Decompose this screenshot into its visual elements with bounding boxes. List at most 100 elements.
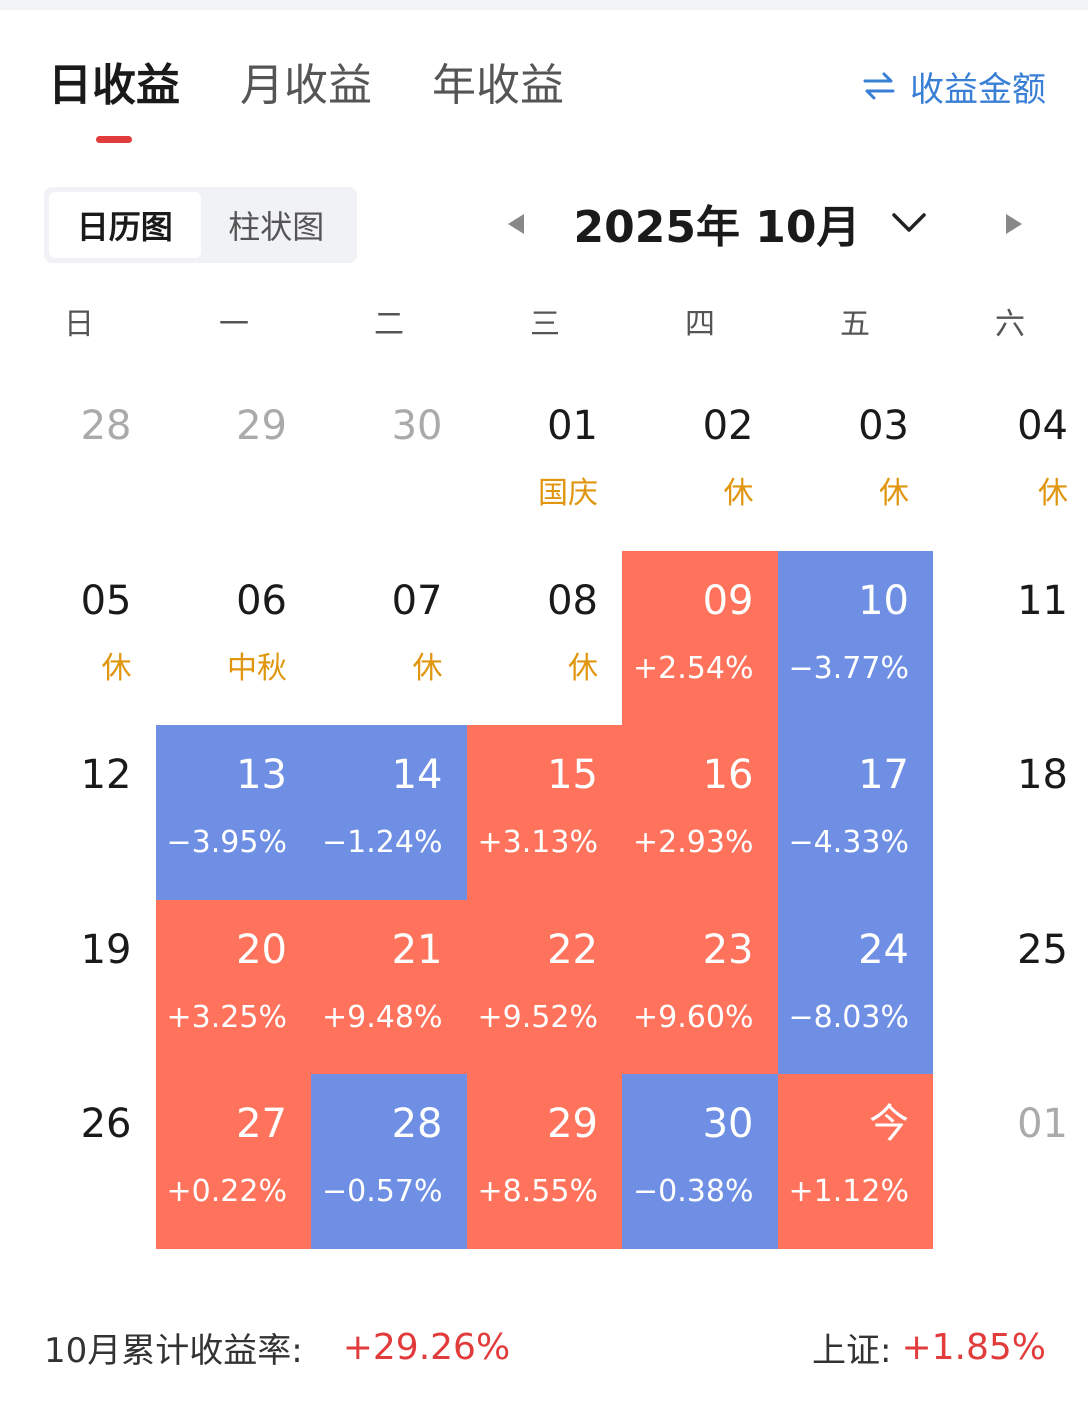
calendar-day-cell[interactable]: 01 国庆 (467, 376, 623, 551)
calendar-day-cell[interactable]: 29 (156, 376, 312, 551)
calendar-day-cell[interactable]: 04 休 (933, 376, 1088, 551)
day-number: 26 (80, 1101, 132, 1147)
daily-return: −3.77% (788, 650, 909, 686)
holiday-note: 休 (723, 476, 754, 511)
weekday-label: 六 (995, 307, 1025, 342)
shanghai-index-return: 上证: +1.85% (812, 1322, 1046, 1372)
calendar-day-cell[interactable]: 11 (933, 551, 1088, 726)
calendar-view-button[interactable]: 日历图 (49, 192, 201, 258)
day-number: 09 (702, 577, 754, 624)
month-title: 2025年 10月 (573, 202, 861, 253)
calendar-day-cell[interactable]: 05 休 (0, 551, 156, 726)
calendar-day-cell[interactable]: 15 +3.13% (466, 725, 622, 900)
daily-return: +2.93% (633, 825, 754, 860)
daily-return: +8.55% (477, 1174, 598, 1209)
calendar-day-cell[interactable]: 03 休 (778, 376, 934, 551)
top-status-strip (0, 0, 1088, 10)
cumulative-return-value: +29.26% (342, 1326, 511, 1368)
weekday-label: 日 (64, 307, 94, 342)
day-number: 08 (547, 577, 598, 624)
calendar-day-cell[interactable]: 24 −8.03% (777, 899, 933, 1074)
calendar-day-cell[interactable]: 13 −3.95% (155, 725, 311, 900)
daily-return: +1.12% (788, 1174, 909, 1209)
daily-return: −0.57% (322, 1174, 443, 1209)
day-number: 29 (236, 403, 287, 449)
calendar-day-cell[interactable]: 29 +8.55% (466, 1074, 622, 1249)
calendar-day-cell[interactable]: 28 (0, 376, 156, 551)
day-number: 21 (391, 926, 443, 973)
chevron-down-icon (891, 213, 926, 232)
holiday-note: 国庆 (538, 476, 598, 511)
daily-return: −8.03% (788, 999, 909, 1035)
calendar-day-cell[interactable]: 22 +9.52% (466, 899, 622, 1074)
day-number: 28 (391, 1101, 443, 1147)
previous-month-arrow-icon[interactable] (506, 212, 526, 236)
bar-chart-view-button[interactable]: 柱状图 (228, 208, 325, 246)
calendar-day-cell[interactable]: 01 (933, 1074, 1088, 1249)
day-number: 18 (1017, 752, 1068, 798)
calendar-day-cell[interactable]: 30 (311, 376, 467, 551)
cumulative-return-label: 10月累计收益率: (44, 1330, 303, 1371)
earnings-tabs: 日收益 月收益 年收益 (48, 56, 624, 116)
calendar-day-cell[interactable]: 30 −0.38% (622, 1074, 778, 1249)
calendar-day-cell[interactable]: 18 (933, 725, 1088, 900)
calendar-day-cell[interactable]: 27 +0.22% (155, 1074, 311, 1249)
day-number: 今 (869, 1101, 909, 1147)
day-number: 12 (80, 752, 132, 798)
switch-earnings-amount-label: 收益金额 (910, 69, 1046, 110)
calendar-day-cell[interactable]: 19 (0, 900, 156, 1075)
calendar-day-cell[interactable]: 21 +9.48% (311, 899, 467, 1074)
day-number: 22 (547, 926, 598, 973)
swap-arrows-icon (863, 72, 895, 100)
calendar-day-cell[interactable]: 16 +2.93% (622, 725, 778, 900)
calendar-grid: 28 29 30 01 国庆 02 休 03 休 04 休 05 休 06 中秋 07 休 08 休 09 +2.54%… (0, 376, 1088, 1249)
calendar-day-cell[interactable]: 20 +3.25% (155, 899, 311, 1074)
day-number: 16 (702, 752, 754, 798)
switch-earnings-amount-button[interactable]: 收益金额 (862, 62, 1046, 110)
daily-return: +3.25% (166, 999, 287, 1035)
day-number: 25 (1017, 926, 1068, 973)
calendar-day-cell[interactable]: 14 −1.24% (311, 725, 467, 900)
day-number: 07 (391, 577, 443, 624)
calendar-day-cell[interactable]: 17 −4.33% (777, 725, 933, 900)
daily-return: +0.22% (166, 1174, 287, 1209)
calendar-day-cell[interactable]: 23 +9.60% (622, 899, 778, 1074)
calendar-day-cell[interactable]: 今 +1.12% (777, 1074, 933, 1249)
daily-return: +3.13% (477, 825, 598, 860)
calendar-day-cell[interactable]: 28 −0.57% (311, 1074, 467, 1249)
calendar-day-cell[interactable]: 09 +2.54% (622, 550, 778, 725)
tab-yearly-earnings[interactable]: 年收益 (432, 60, 564, 111)
view-toggle: 日历图 柱状图 (44, 187, 357, 263)
calendar-day-cell[interactable]: 26 (0, 1074, 156, 1249)
calendar-day-cell[interactable]: 07 休 (311, 551, 467, 726)
monthly-cumulative-return: 10月累计收益率: +29.26% (44, 1322, 510, 1372)
calendar-day-cell[interactable]: 12 (0, 725, 156, 900)
tab-daily-earnings[interactable]: 日收益 (48, 60, 180, 111)
month-picker[interactable]: 2025年 10月 (560, 190, 940, 256)
day-number: 05 (80, 577, 132, 624)
daily-return: −0.38% (633, 1174, 754, 1209)
holiday-note: 休 (412, 650, 443, 686)
day-number: 03 (858, 403, 909, 449)
daily-return: −3.95% (166, 825, 287, 860)
calendar-day-cell[interactable]: 02 休 (622, 376, 778, 551)
daily-return: −1.24% (322, 825, 443, 860)
holiday-note: 休 (1038, 476, 1068, 511)
tab-monthly-earnings[interactable]: 月收益 (240, 60, 372, 111)
calendar-day-cell[interactable]: 08 休 (467, 551, 623, 726)
next-month-arrow-icon[interactable] (1004, 212, 1024, 236)
holiday-note: 休 (879, 476, 909, 511)
calendar-day-cell[interactable]: 25 (933, 900, 1088, 1075)
holiday-note: 休 (101, 650, 132, 686)
daily-return: +9.60% (633, 999, 754, 1035)
day-number: 23 (702, 926, 754, 973)
weekday-label: 五 (840, 307, 870, 342)
holiday-note: 休 (568, 650, 598, 686)
day-number: 15 (547, 752, 598, 798)
day-number: 20 (236, 926, 287, 973)
day-number: 24 (858, 926, 909, 973)
calendar-day-cell[interactable]: 10 −3.77% (777, 550, 933, 725)
day-number: 28 (80, 403, 132, 449)
day-number: 19 (80, 926, 132, 973)
calendar-day-cell[interactable]: 06 中秋 (156, 551, 312, 726)
